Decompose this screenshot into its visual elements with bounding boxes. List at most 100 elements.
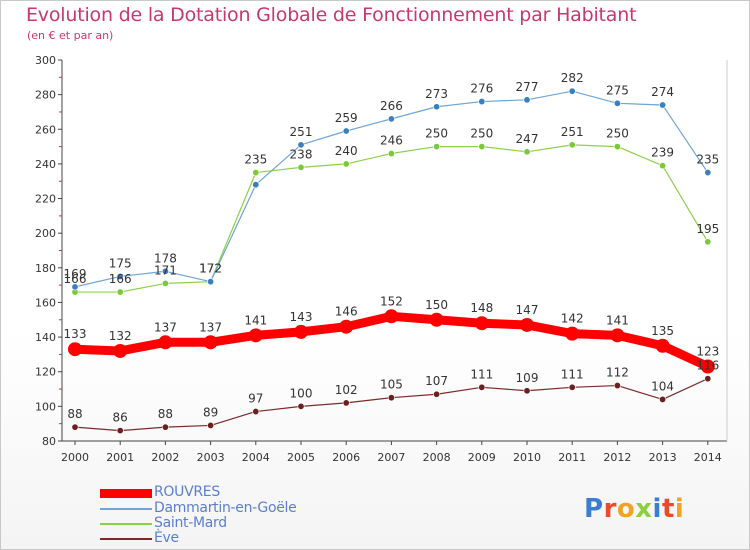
data-label: 277 [516, 80, 539, 94]
data-label: 135 [651, 324, 674, 338]
data-label: 133 [64, 327, 87, 341]
y-tick-label: 280 [35, 89, 56, 102]
y-tick-label: 200 [35, 227, 56, 240]
data-point [478, 98, 486, 106]
data-point [161, 279, 169, 287]
legend-swatch [100, 508, 152, 510]
data-point [297, 402, 305, 410]
data-point [161, 423, 169, 431]
x-tick-label: 2005 [287, 451, 315, 464]
y-tick-label: 120 [35, 366, 56, 379]
data-label: 150 [425, 298, 448, 312]
data-point [568, 383, 576, 391]
data-label: 102 [335, 383, 358, 397]
data-label: 89 [203, 405, 218, 419]
data-point [523, 148, 531, 156]
data-label: 146 [335, 305, 358, 319]
data-label: 238 [290, 147, 313, 161]
legend-swatch [100, 488, 152, 498]
data-label: 235 [696, 153, 719, 167]
data-point [659, 395, 667, 403]
data-label: 111 [470, 367, 493, 381]
y-tick-label: 300 [35, 54, 56, 67]
data-point [207, 421, 215, 429]
data-point [568, 141, 576, 149]
data-label: 111 [561, 367, 584, 381]
legend-label: Saint-Mard [154, 515, 227, 531]
y-tick-label: 220 [35, 193, 56, 206]
data-point [297, 163, 305, 171]
legend-item: Ève [100, 530, 420, 547]
data-label: 123 [696, 345, 719, 359]
data-point [655, 338, 670, 353]
data-point [203, 335, 218, 350]
data-point [294, 324, 308, 339]
data-label: 274 [651, 85, 674, 99]
y-tick-label: 180 [35, 262, 56, 275]
data-label: 86 [113, 411, 128, 425]
data-label: 246 [380, 134, 403, 148]
data-point [158, 335, 173, 350]
data-label: 141 [606, 313, 629, 327]
data-label: 147 [516, 303, 539, 317]
data-point [116, 288, 124, 296]
data-label: 171 [154, 263, 177, 277]
data-point [613, 382, 621, 390]
data-label: 97 [248, 392, 263, 406]
data-label: 88 [158, 407, 173, 421]
data-label: 172 [199, 262, 222, 276]
data-point [252, 181, 260, 189]
data-label: 112 [606, 366, 629, 380]
data-point [523, 96, 531, 104]
data-label: 142 [561, 312, 584, 326]
data-point [565, 326, 580, 341]
legend-item: ROUVRES [100, 484, 420, 501]
data-label: 105 [380, 378, 403, 392]
x-tick-label: 2003 [197, 451, 225, 464]
data-point [704, 238, 712, 246]
data-point [613, 143, 621, 151]
data-point [387, 394, 395, 402]
data-point [568, 87, 576, 95]
x-tick-label: 2011 [558, 451, 586, 464]
data-point [342, 160, 350, 168]
data-point [433, 103, 441, 111]
data-label: 251 [561, 125, 584, 139]
data-label: 172 [199, 262, 222, 276]
data-label: 141 [244, 313, 267, 327]
data-point [252, 408, 260, 416]
data-label: 148 [470, 301, 493, 315]
data-point [523, 387, 531, 395]
data-label: 273 [425, 87, 448, 101]
legend-swatch [100, 538, 152, 540]
data-point [71, 283, 79, 291]
data-label: 175 [109, 256, 132, 270]
data-point [113, 343, 128, 358]
data-label: 247 [516, 132, 539, 146]
data-label: 143 [290, 310, 313, 324]
data-label: 104 [651, 379, 674, 393]
data-point [700, 359, 715, 374]
legend-label: Dammartin-en-Goële [154, 500, 297, 516]
data-point [207, 278, 215, 286]
data-label: 152 [380, 294, 403, 308]
data-point [704, 375, 712, 383]
x-tick-label: 2007 [377, 451, 405, 464]
data-point [478, 143, 486, 151]
legend-label: ROUVRES [154, 484, 220, 500]
data-label: 169 [64, 267, 87, 281]
data-point [68, 342, 82, 357]
y-tick-label: 160 [35, 296, 56, 309]
data-point [297, 141, 305, 149]
x-tick-label: 2010 [513, 451, 541, 464]
data-point [342, 399, 350, 407]
data-label: 235 [244, 153, 267, 167]
data-point [704, 169, 712, 177]
y-tick-label: 240 [35, 158, 56, 171]
data-point [478, 383, 486, 391]
data-point [433, 143, 441, 151]
data-point [71, 423, 79, 431]
chart-subtitle: (en € et par an) [27, 29, 114, 42]
